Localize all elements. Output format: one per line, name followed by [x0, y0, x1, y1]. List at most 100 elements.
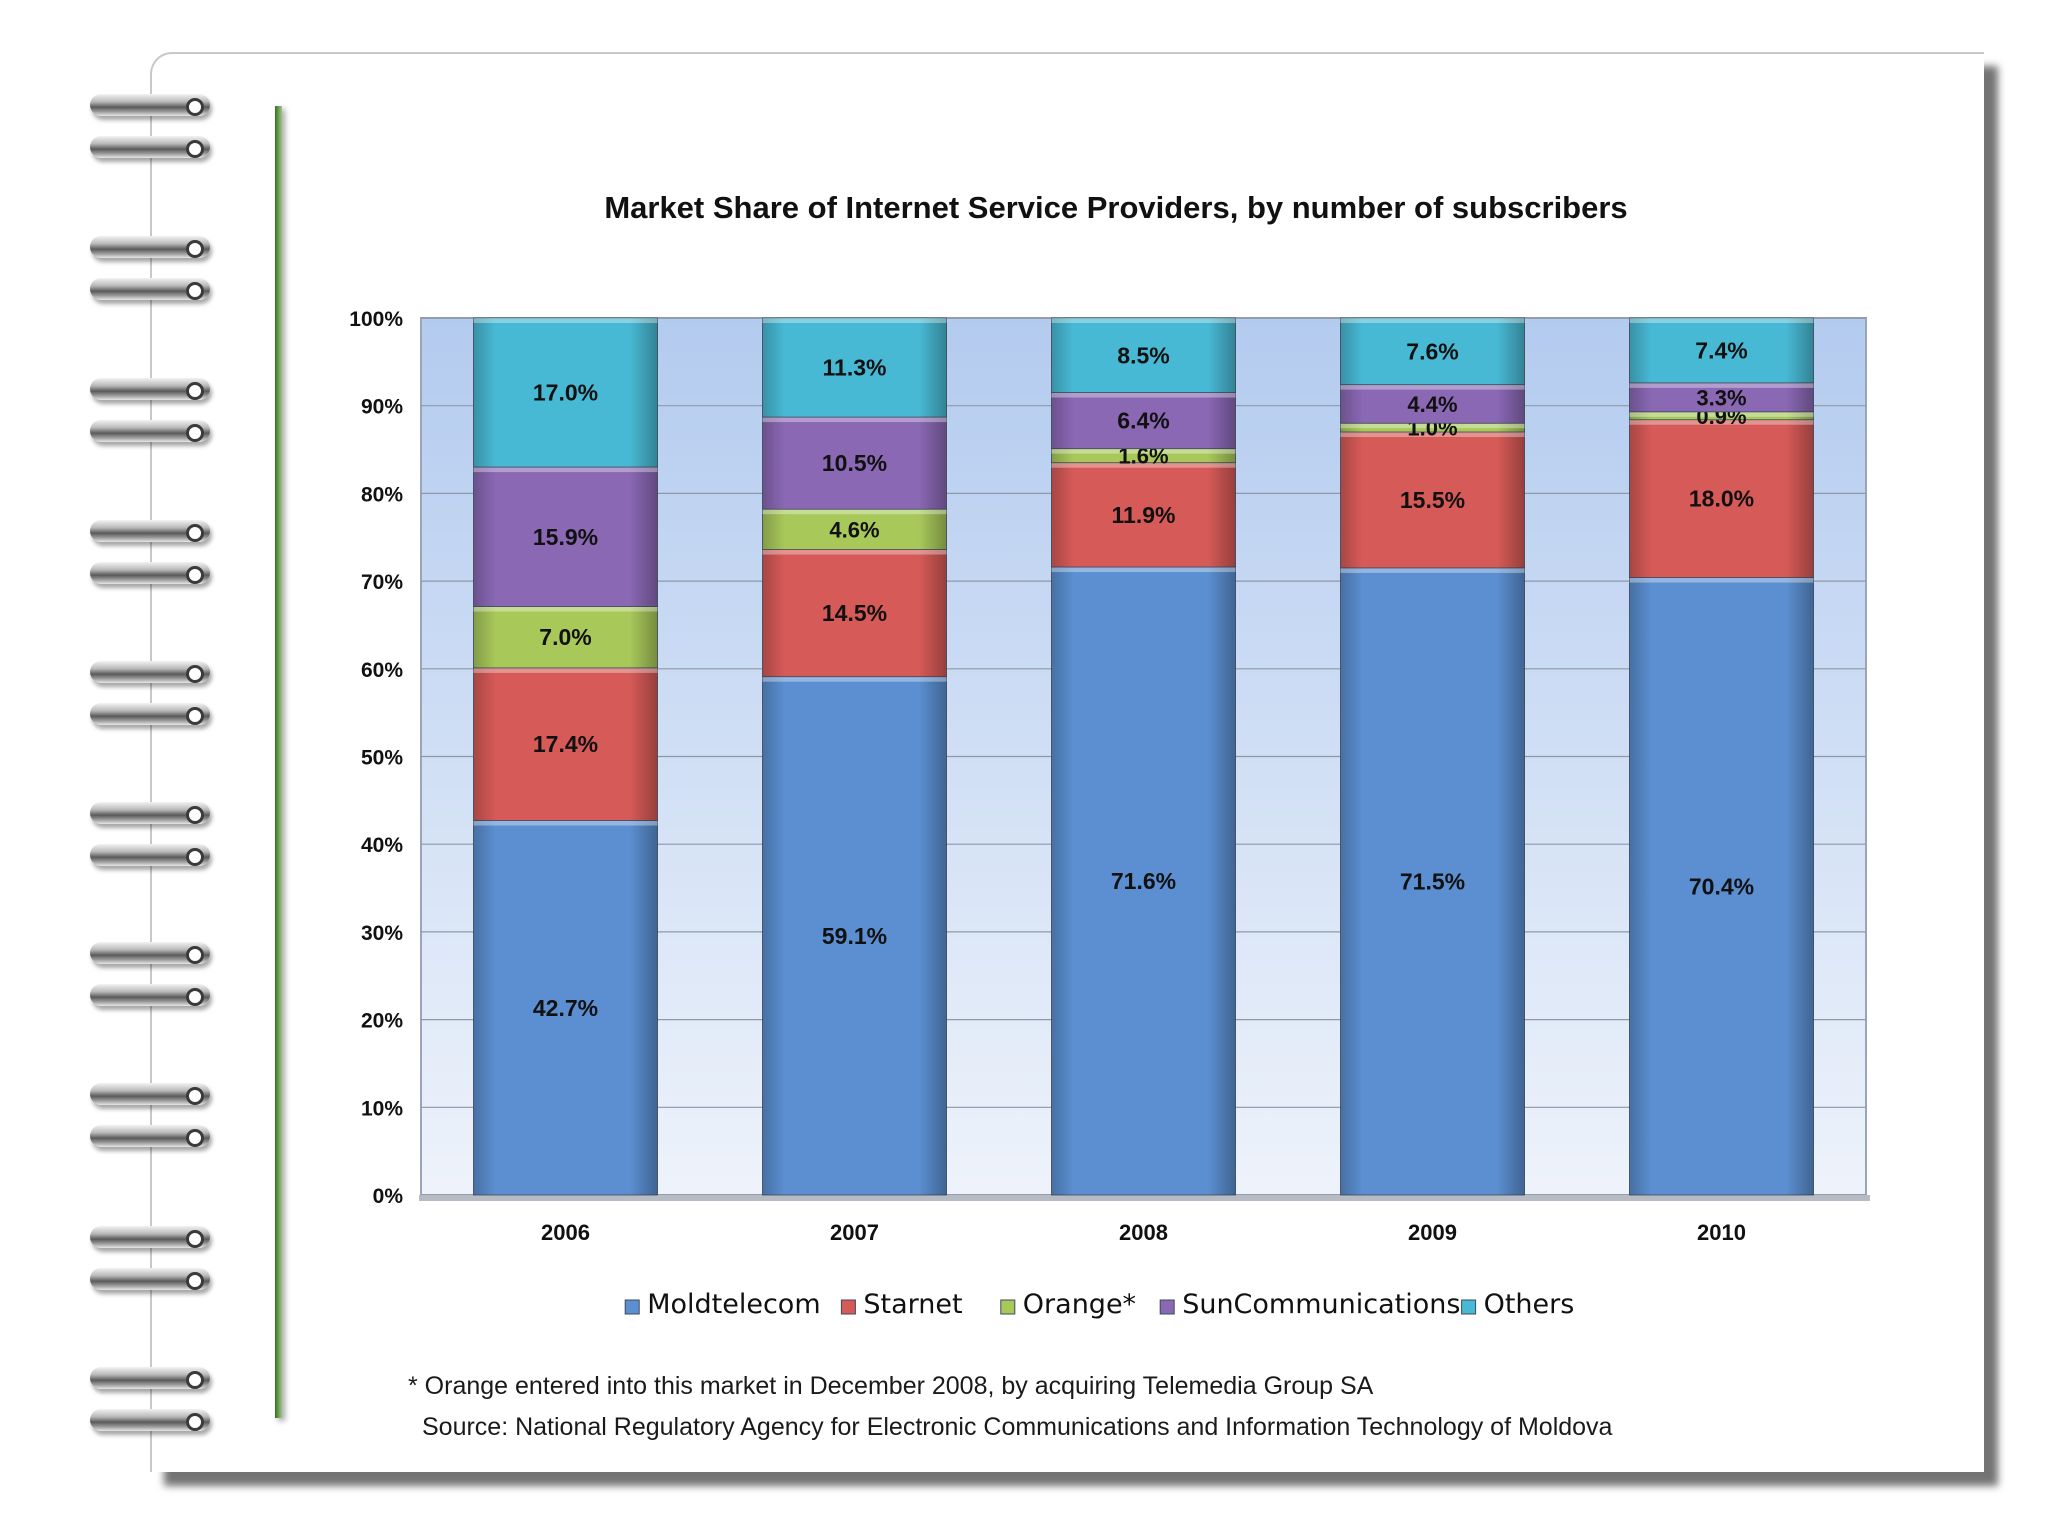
- bar-highlight: [1629, 577, 1814, 583]
- data-label: 3.3%: [1696, 385, 1746, 410]
- data-label: 18.0%: [1689, 486, 1754, 512]
- legend-swatch: [1000, 1299, 1016, 1315]
- data-label: 71.5%: [1400, 868, 1465, 894]
- bar-shading: [473, 667, 658, 821]
- bar-shading: [1051, 462, 1236, 568]
- bar-shading: [1629, 419, 1814, 578]
- y-tick-label: 30%: [361, 922, 403, 945]
- binding-ring: [90, 1125, 210, 1147]
- x-tick-label: 2008: [1119, 1220, 1168, 1245]
- bar-shading: [1340, 384, 1525, 424]
- legend-label: SunCommunications: [1182, 1289, 1460, 1320]
- source-note: Source: National Regulatory Agency for E…: [422, 1413, 1613, 1441]
- data-label: 11.9%: [1112, 502, 1176, 528]
- bar-highlight: [1051, 567, 1236, 573]
- bar-highlight: [762, 549, 947, 555]
- binding-ring: [90, 703, 210, 725]
- binding-ring: [90, 1367, 210, 1389]
- bar-highlight: [473, 667, 658, 673]
- bar-highlight: [1340, 318, 1525, 323]
- bar-shading: [473, 820, 658, 1195]
- data-label: 15.5%: [1400, 487, 1465, 513]
- binding-ring: [90, 94, 210, 116]
- legend-swatch: [840, 1299, 856, 1315]
- bar-shading: [762, 509, 947, 550]
- bar-shading: [1340, 432, 1525, 568]
- bar-highlight: [1051, 448, 1236, 454]
- legend-label: Others: [1484, 1289, 1575, 1320]
- bar-shading: [1051, 392, 1236, 449]
- y-tick-label: 20%: [361, 1010, 403, 1033]
- binding-ring: [90, 984, 210, 1006]
- y-tick-label: 10%: [361, 1097, 403, 1120]
- data-label: 42.7%: [533, 995, 598, 1021]
- binding-ring: [90, 562, 210, 584]
- data-label: 15.9%: [533, 524, 598, 550]
- bar-highlight: [1051, 392, 1236, 398]
- y-tick-label: 50%: [361, 747, 403, 770]
- bar-highlight: [762, 417, 947, 423]
- binding-ring: [90, 136, 210, 158]
- binding-ring: [90, 420, 210, 442]
- bar-highlight: [762, 676, 947, 682]
- binding-ring: [90, 661, 210, 683]
- bar-shading: [1629, 318, 1814, 383]
- legend-label: Moldtelecom: [647, 1289, 820, 1320]
- binding-ring: [90, 802, 210, 824]
- y-tick-label: 0%: [373, 1185, 404, 1208]
- data-label: 6.4%: [1117, 408, 1169, 434]
- y-tick-label: 80%: [361, 483, 403, 506]
- footnote: * Orange entered into this market in Dec…: [408, 1372, 1374, 1400]
- data-label: 14.5%: [822, 600, 887, 626]
- bar-shading: [473, 606, 658, 668]
- binding-ring: [90, 942, 210, 964]
- x-tick-label: 2010: [1697, 1220, 1746, 1245]
- data-label: 17.4%: [533, 731, 598, 757]
- data-label: 10.5%: [822, 450, 887, 476]
- bar-highlight: [762, 509, 947, 515]
- bar-highlight: [1340, 384, 1525, 390]
- bar-highlight: [1629, 382, 1814, 388]
- binding-ring: [90, 1268, 210, 1290]
- binding-ring: [90, 1226, 210, 1248]
- bar-shading: [762, 318, 947, 418]
- bar-highlight: [1340, 432, 1525, 438]
- data-label: 7.6%: [1406, 338, 1458, 364]
- bar-shading: [1340, 318, 1525, 385]
- data-label: 7.0%: [539, 624, 591, 650]
- bar-highlight: [1051, 462, 1236, 468]
- binding-ring: [90, 844, 210, 866]
- bar-shading: [1340, 423, 1525, 433]
- bar-highlight: [1629, 318, 1814, 323]
- data-label: 4.4%: [1407, 392, 1457, 417]
- legend-label: Starnet: [863, 1289, 962, 1320]
- margin-line: [275, 106, 282, 1418]
- y-tick-label: 70%: [361, 571, 403, 594]
- y-tick-label: 90%: [361, 396, 403, 419]
- chart-title: Market Share of Internet Service Provide…: [604, 190, 1627, 225]
- bar-shading: [1340, 567, 1525, 1195]
- bar-highlight: [1340, 423, 1525, 429]
- data-label: 71.6%: [1111, 868, 1176, 894]
- x-tick-label: 2007: [830, 1220, 879, 1245]
- data-label: 8.5%: [1117, 342, 1169, 368]
- plot-floor: [419, 1195, 1870, 1201]
- bar-shading: [762, 676, 947, 1195]
- y-tick-label: 60%: [361, 659, 403, 682]
- bar-highlight: [473, 318, 658, 323]
- data-label: 70.4%: [1689, 873, 1754, 899]
- binding-ring: [90, 1083, 210, 1105]
- legend-swatch: [624, 1299, 640, 1315]
- binding-ring: [90, 278, 210, 300]
- bar-shading: [1629, 577, 1814, 1195]
- binding-ring: [90, 520, 210, 542]
- bar-shading: [762, 549, 947, 677]
- legend-swatch: [1461, 1299, 1477, 1315]
- bar-shading: [762, 417, 947, 510]
- legend-label: Orange*: [1023, 1289, 1136, 1320]
- binding-ring: [90, 1409, 210, 1431]
- bar-shading: [1051, 448, 1236, 463]
- bar-highlight: [473, 606, 658, 612]
- bar-shading: [473, 467, 658, 607]
